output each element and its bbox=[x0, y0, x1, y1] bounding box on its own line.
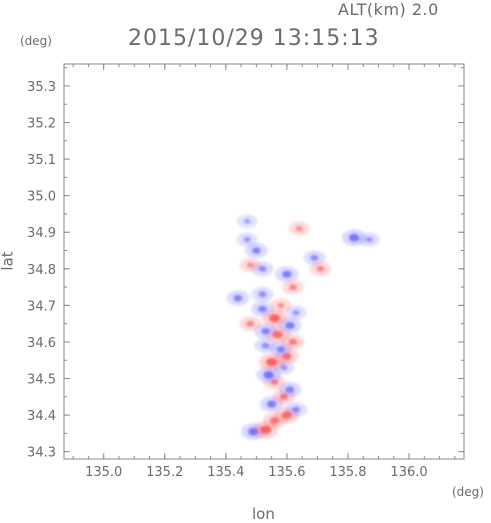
echo-blob bbox=[243, 236, 251, 243]
x-tick-label: 135.8 bbox=[329, 465, 366, 480]
altitude-label: ALT(km) 2.0 bbox=[338, 0, 439, 19]
plot-frame bbox=[63, 63, 465, 460]
echo-blob bbox=[285, 321, 295, 330]
y-tick-label: 34.7 bbox=[27, 299, 56, 314]
echo-blob bbox=[276, 345, 286, 353]
x-axis-label: lon bbox=[252, 505, 275, 523]
x-tick-label: 135.6 bbox=[268, 465, 305, 480]
echo-blob bbox=[285, 386, 295, 393]
echo-blob bbox=[261, 327, 270, 335]
echo-blob bbox=[258, 291, 267, 298]
echo-blob bbox=[292, 406, 301, 413]
echo-blob bbox=[289, 284, 298, 291]
x-tick-label: 135.4 bbox=[207, 465, 244, 480]
echo-blob bbox=[316, 265, 325, 272]
echo-blob bbox=[258, 265, 267, 272]
y-tick-label: 35.2 bbox=[27, 117, 56, 132]
echo-blob bbox=[251, 247, 261, 254]
y-tick-label: 35.1 bbox=[27, 153, 56, 168]
echo-blob bbox=[269, 313, 281, 323]
echo-blob bbox=[246, 320, 255, 327]
echo-blob bbox=[266, 400, 277, 408]
echo-blob bbox=[310, 254, 319, 261]
echo-blob bbox=[263, 370, 274, 379]
echo-blob bbox=[277, 302, 285, 309]
y-tick-label: 34.8 bbox=[27, 263, 56, 278]
x-tick-label: 136.0 bbox=[390, 465, 427, 480]
y-tick-label: 34.9 bbox=[27, 226, 56, 241]
echo-blob bbox=[258, 305, 267, 313]
x-tick-label: 135.2 bbox=[146, 465, 183, 480]
x-axis-unit: (deg) bbox=[452, 485, 484, 499]
echo-blob bbox=[233, 294, 243, 302]
echo-blob bbox=[259, 425, 272, 434]
echo-blob bbox=[261, 342, 270, 349]
echo-blob bbox=[282, 270, 292, 278]
y-tick-label: 34.4 bbox=[27, 409, 56, 424]
y-tick-label: 34.6 bbox=[27, 336, 56, 351]
echo-blob bbox=[288, 338, 298, 346]
echo-blob bbox=[244, 218, 251, 224]
x-axis-ticks: 135.0 135.2 135.4 135.6 135.8 136.0 bbox=[72, 64, 456, 480]
y-tick-label: 35.3 bbox=[27, 80, 56, 95]
echo-blob bbox=[295, 225, 303, 232]
y-tick-label: 34.5 bbox=[27, 373, 56, 388]
radar-echo-layer bbox=[226, 214, 380, 440]
y-tick-label: 34.3 bbox=[27, 446, 56, 461]
y-tick-label: 35.0 bbox=[27, 190, 56, 205]
y-axis-unit: (deg) bbox=[20, 34, 52, 48]
echo-blob bbox=[348, 233, 360, 242]
echo-blob bbox=[365, 236, 373, 243]
chart-title-timestamp: 2015/10/29 13:15:13 bbox=[128, 26, 380, 51]
echo-blob bbox=[292, 310, 300, 316]
x-tick-label: 135.0 bbox=[85, 465, 122, 480]
echo-blob bbox=[246, 262, 254, 268]
echo-blob bbox=[266, 357, 278, 367]
y-axis-ticks: 34.3 34.4 34.5 34.6 34.7 34.8 34.9 35.0 35.1 35.2… bbox=[27, 67, 464, 461]
